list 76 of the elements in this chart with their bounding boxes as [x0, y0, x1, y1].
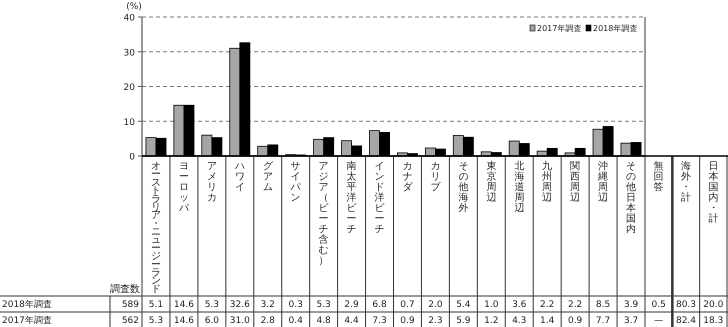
legend-label: 2017年調査	[537, 24, 582, 33]
text: 589	[122, 300, 140, 310]
text: 2017年調査	[2, 316, 52, 326]
x-tick-label: 東京周辺	[486, 160, 496, 204]
y-tick-label: 0	[129, 152, 136, 162]
x-tick-label: その他海外	[458, 161, 468, 214]
data-label: 18.3	[703, 316, 724, 326]
data-label: 2.9	[344, 300, 360, 310]
text: 2018年調査	[2, 300, 52, 310]
y-tick-label: 30	[124, 48, 136, 58]
data-label: 0.5	[652, 300, 666, 310]
data-label: 20.0	[703, 300, 724, 310]
data-label: 8.5	[596, 300, 610, 310]
x-tick-label: カリブ	[430, 161, 442, 193]
y-tick-label: 40	[124, 14, 136, 24]
category-label: 海外・計	[681, 160, 691, 204]
category-label: オーストラリア・ニュージーランド	[150, 161, 161, 295]
data-label: 82.4	[676, 316, 696, 326]
data-label: 2.0	[428, 300, 443, 310]
data-label: 6.8	[372, 300, 387, 310]
data-label: 2.8	[260, 316, 276, 326]
data-label: 4.3	[512, 316, 526, 326]
data-label: 6.0	[204, 316, 220, 326]
data-label: 7.3	[372, 316, 387, 326]
x-tick-label: 南太平洋ビーチ	[346, 160, 358, 235]
data-label: 3.6	[512, 300, 527, 310]
text: 562	[122, 316, 139, 326]
x-tick-label: 関西周辺	[570, 161, 580, 204]
category-label: 無回答	[654, 160, 664, 193]
data-label: 5.3	[316, 300, 331, 310]
data-label: —	[654, 316, 664, 326]
data-label: 5.3	[148, 316, 164, 326]
data-label: 3.7	[624, 316, 638, 326]
data-label: 5.3	[204, 300, 220, 310]
x-tick-label: グアム	[262, 161, 274, 193]
data-label: 0.9	[400, 316, 415, 326]
data-label: 7.7	[596, 316, 610, 326]
data-label: 3.2	[260, 300, 275, 310]
data-label: 1.4	[540, 316, 555, 326]
x-tick-label: カナダ	[402, 161, 414, 193]
data-label: 5.1	[148, 300, 164, 310]
x-tick-label: 九州周辺	[542, 160, 552, 204]
data-label: 80.3	[676, 300, 696, 310]
y-tick-label: 20	[124, 83, 136, 93]
x-tick-label: ヨーロッパ	[178, 161, 190, 214]
category-label: アジア（ビーチ含む）	[318, 161, 329, 266]
data-label: 0.4	[288, 316, 304, 326]
data-label: 4.8	[316, 316, 332, 326]
x-tick-label: その他日本国内	[626, 161, 636, 235]
data-label: 2.3	[428, 316, 443, 326]
x-tick-label: アメリカ	[206, 161, 217, 204]
data-label: 1.0	[484, 300, 499, 310]
x-tick-label: ハワイ	[234, 161, 245, 193]
y-tick-label: 10	[124, 118, 136, 128]
data-label: 2.2	[568, 300, 582, 310]
x-tick-label: サイパン	[290, 161, 302, 204]
data-label: 14.6	[174, 316, 194, 326]
data-label: 0.9	[568, 316, 583, 326]
legend-label: 2018年調査	[593, 24, 638, 33]
data-label: 2.2	[540, 300, 554, 310]
x-tick-label: 北海道周辺	[514, 160, 524, 214]
x-tick-label: インド洋ビーチ	[374, 161, 386, 235]
data-label: 3.9	[624, 300, 638, 310]
data-label: 5.9	[456, 316, 471, 326]
y-axis-title: (%)	[126, 2, 142, 12]
text: 調査数	[110, 283, 140, 295]
data-label: 4.4	[344, 316, 360, 326]
category-label: 日本国内・計	[708, 161, 718, 224]
data-label: 31.0	[230, 316, 250, 326]
x-tick-label: 沖縄周辺	[597, 160, 608, 204]
data-label: 32.6	[230, 300, 250, 310]
data-label: 0.7	[400, 300, 415, 310]
data-label: 1.2	[484, 316, 498, 326]
data-label: 5.4	[456, 300, 471, 310]
data-label: 14.6	[174, 300, 194, 310]
data-label: 0.3	[288, 300, 303, 310]
